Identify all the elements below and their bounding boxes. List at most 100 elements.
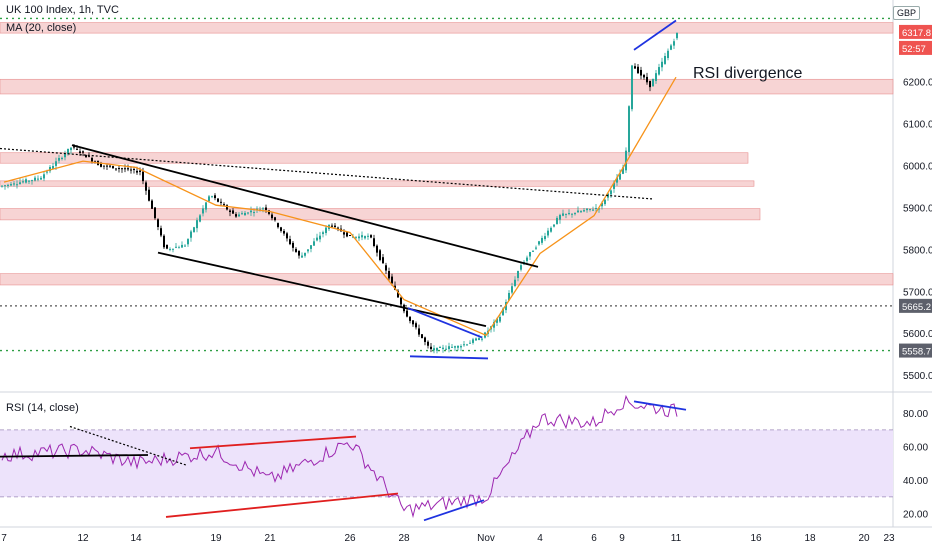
candle-body [136,170,138,173]
x-tick-label: 9 [619,533,625,544]
ma-indicator-label: MA (20, close) [6,22,77,34]
candle-body [418,328,420,335]
candle-body [133,169,135,171]
candle-body [376,245,378,253]
price-wedge-upper [407,307,483,339]
candle-body [175,246,177,248]
candle-body [58,158,60,161]
candle-body [640,69,642,76]
rsi-y-tick-label: 40.00 [903,476,928,487]
candle-body [571,213,573,215]
candle-body [40,177,42,180]
candle-body [274,217,276,221]
candle-body [250,210,252,213]
candle-body [43,174,45,179]
candle-body [229,210,231,212]
candle-body [400,297,402,305]
x-tick-label: 21 [264,533,276,544]
candle-body [652,78,654,87]
candle-body [466,344,468,346]
x-tick-label: 14 [130,533,142,544]
x-tick-label: 28 [398,533,410,544]
candle-body [310,245,312,249]
candle-body [577,210,579,213]
candle-body [31,180,33,182]
y-tick-label: 6100.0 [903,119,932,130]
x-tick-label: 26 [344,533,356,544]
candle-body [361,235,363,238]
candle-body [649,80,651,88]
dotted-trend-line [0,147,653,200]
x-tick-label: 7 [1,533,7,544]
candle-body [637,66,639,74]
candle-body [601,202,603,207]
resistance-zone [0,22,894,34]
candle-body [658,67,660,75]
candle-body [244,212,246,216]
candle-body [346,232,348,237]
candle-body [322,232,324,235]
candle-body [235,214,237,217]
candle-body [88,155,90,157]
candle-body [451,346,453,348]
candle-body [70,147,72,151]
candle-body [100,163,102,167]
candle-body [262,208,264,210]
candle-body [370,235,372,238]
candle-body [592,209,594,211]
candle-body [433,348,435,351]
candle-body [448,346,450,350]
candle-body [238,214,240,217]
rsi-band [0,429,893,497]
countdown-tag-bg [899,40,932,55]
candle-body [355,236,357,238]
x-tick-label: 12 [77,533,89,544]
candle-body [172,248,174,250]
candle-body [13,183,15,185]
candle-body [121,168,123,170]
candle-body [538,241,540,245]
rsi-resistance-red [189,435,357,450]
y-tick-label: 6000.0 [903,161,932,172]
candle-body [160,228,162,236]
candle-body [343,232,345,235]
candle-body [148,189,150,201]
candle-body [496,318,498,323]
candle-body [367,235,369,237]
candle-body [655,73,657,81]
candle-body [550,227,552,232]
candle-body [166,244,168,249]
candle-body [151,200,153,209]
candle-body [454,346,456,348]
candle-body [382,257,384,264]
candle-body [532,250,534,252]
candle-body [268,210,270,214]
candle-body [616,177,618,183]
candle-body [292,242,294,248]
candle-body [298,250,300,256]
price-divergence-line [633,19,677,51]
candle-body [22,181,24,183]
x-tick-label: 18 [804,533,816,544]
last-price-tag: 6317.8 [902,28,931,39]
price-wedge-lower [409,355,489,360]
candle-body [565,213,567,215]
x-tick-label: 11 [671,533,682,544]
currency-badge[interactable]: GBP [892,6,920,20]
candle-body [481,338,483,340]
candle-body [79,151,81,153]
candle-body [430,346,432,350]
candle-body [610,190,612,195]
candle-body [25,179,27,183]
candle-body [406,310,408,317]
candle-body [109,165,111,167]
candle-body [358,236,360,239]
rsi-divergence-high [633,400,687,411]
candle-body [52,166,54,169]
candle-body [211,196,213,198]
candle-body [364,235,366,239]
candle-body [412,320,414,325]
x-tick-label: 23 [883,533,895,544]
candle-body [670,45,672,50]
